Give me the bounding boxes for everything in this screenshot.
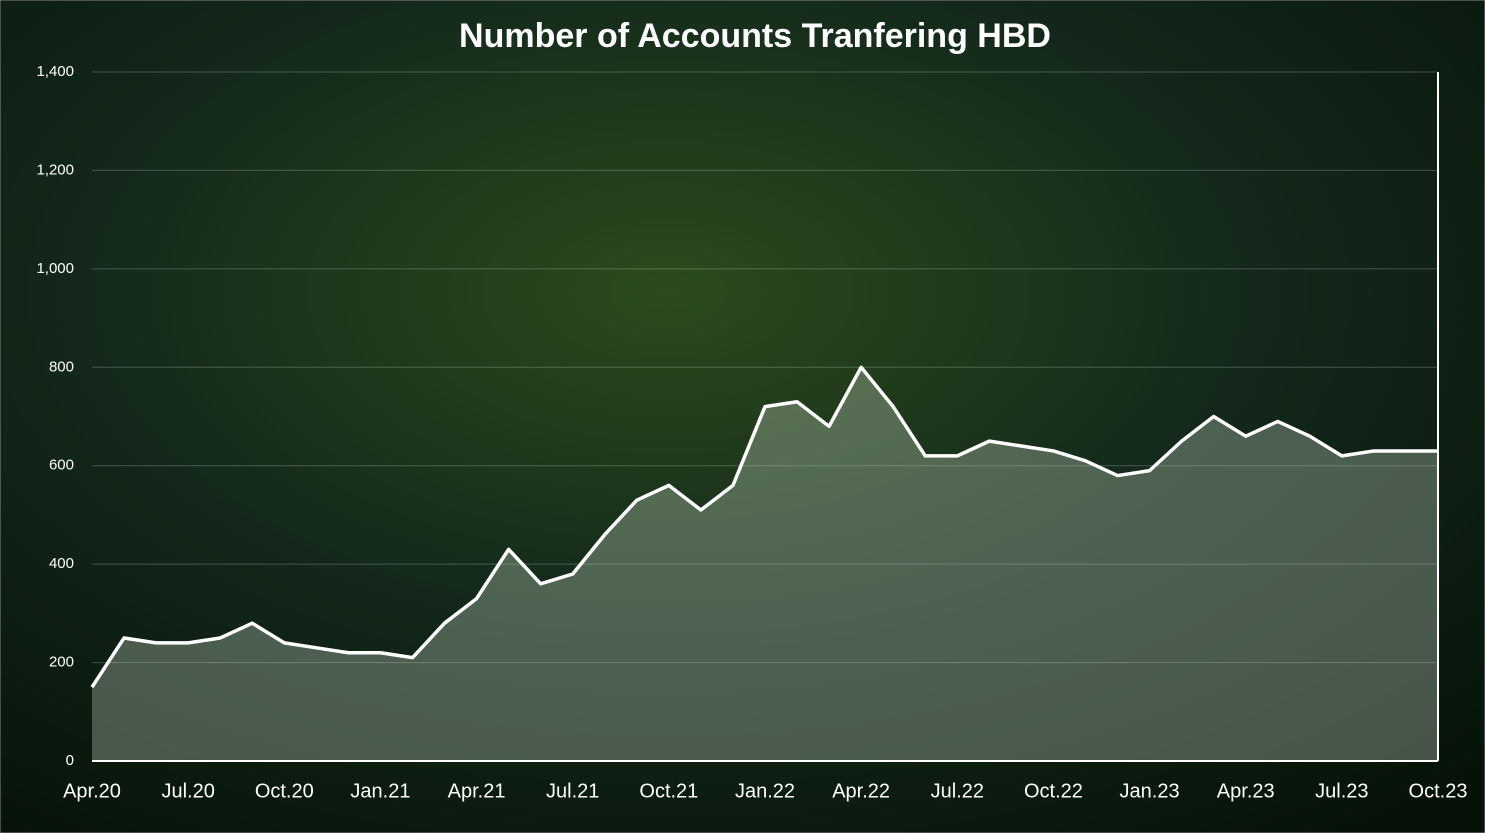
y-tick-label: 200	[49, 654, 74, 671]
y-tick-label: 0	[66, 752, 74, 769]
line	[90, 365, 1438, 689]
x-tick-label: Apr.20	[63, 780, 121, 802]
x-tick-label: Jul.22	[931, 780, 984, 802]
y-tick-label: 400	[49, 555, 74, 572]
chart-title: Number of Accounts Tranfering HBD	[459, 17, 1051, 55]
x-tick-label: Oct.23	[1409, 780, 1468, 802]
x-tick-label: Jan.21	[350, 780, 410, 802]
x-tick-label: Apr.22	[832, 780, 890, 802]
y-tick-label: 1,000	[36, 260, 74, 277]
x-tick-label: Oct.22	[1024, 780, 1083, 802]
x-tick-label: Jul.21	[546, 780, 599, 802]
x-tick-label: Jul.23	[1315, 780, 1368, 802]
y-tick-label: 1,200	[36, 161, 74, 178]
x-tick-label: Oct.21	[639, 780, 698, 802]
x-tick-label: Oct.20	[255, 780, 314, 802]
x-tick-label: Apr.23	[1217, 780, 1275, 802]
y-tick-label: 1,400	[36, 63, 74, 80]
x-tick-label: Jan.23	[1120, 780, 1180, 802]
y-tick-label: 600	[49, 457, 74, 474]
x-tick-label: Jul.20	[161, 780, 214, 802]
x-tick-label: Jan.22	[735, 780, 795, 802]
x-tick-label: Apr.21	[448, 780, 506, 802]
y-tick-label: 800	[49, 358, 74, 375]
area	[92, 367, 1438, 761]
